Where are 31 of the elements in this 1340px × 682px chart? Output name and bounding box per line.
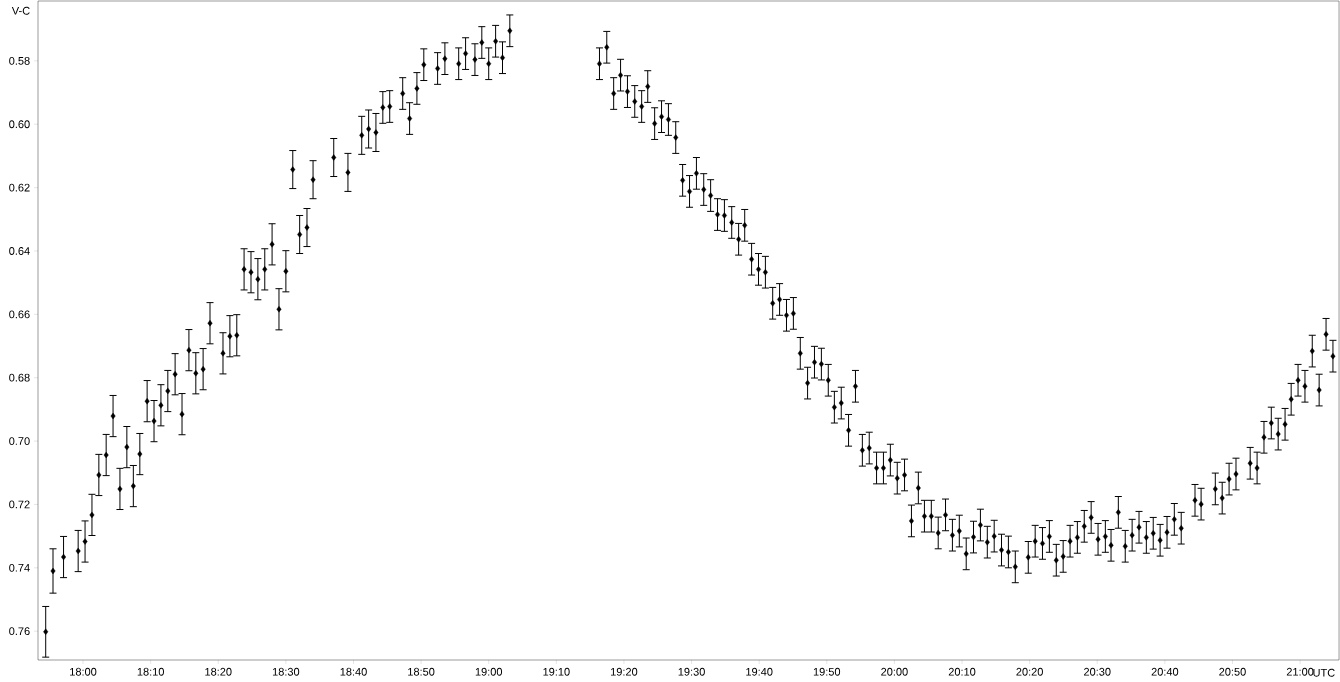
x-tick-label: 19:00: [475, 667, 503, 676]
y-tick-label: 0.58: [9, 56, 30, 65]
x-tick-label: 18:10: [137, 667, 164, 676]
x-tick-label: 19:10: [543, 667, 570, 676]
x-tick-label: 20:10: [948, 667, 976, 676]
y-tick-label: 0.74: [9, 563, 30, 572]
y-axis-title: V-C: [11, 6, 30, 15]
x-tick-label: 18:40: [340, 667, 367, 676]
x-tick-label: 19:50: [813, 667, 841, 676]
y-tick-label: 0.76: [9, 627, 30, 636]
x-tick-label: 18:50: [408, 667, 435, 676]
x-tick-label: 18:00: [70, 667, 97, 676]
y-tick-label: 0.64: [9, 247, 30, 255]
x-tick-label: 19:30: [678, 667, 705, 676]
x-tick-label: 20:30: [1084, 667, 1111, 676]
x-tick-label: 18:30: [272, 667, 300, 676]
x-tick-label: 21:00: [1286, 667, 1314, 676]
x-axis-title: UTC: [1313, 668, 1335, 677]
y-tick-label: 0.70: [9, 437, 30, 445]
x-tick-label: 20:00: [881, 667, 908, 676]
y-tick-label: 0.60: [9, 120, 30, 129]
x-tick-label: 18:20: [205, 667, 232, 676]
y-tick-label: 0.62: [9, 183, 30, 192]
x-tick-label: 19:40: [746, 667, 773, 676]
x-tick-label: 20:20: [1016, 667, 1043, 676]
x-tick-label: 19:20: [611, 667, 638, 676]
y-tick-label: 0.72: [9, 500, 30, 509]
x-tick-label: 20:40: [1151, 667, 1179, 676]
y-tick-label: 0.68: [9, 373, 30, 382]
x-tick-label: 20:50: [1219, 667, 1246, 676]
y-tick-label: 0.66: [9, 310, 30, 319]
